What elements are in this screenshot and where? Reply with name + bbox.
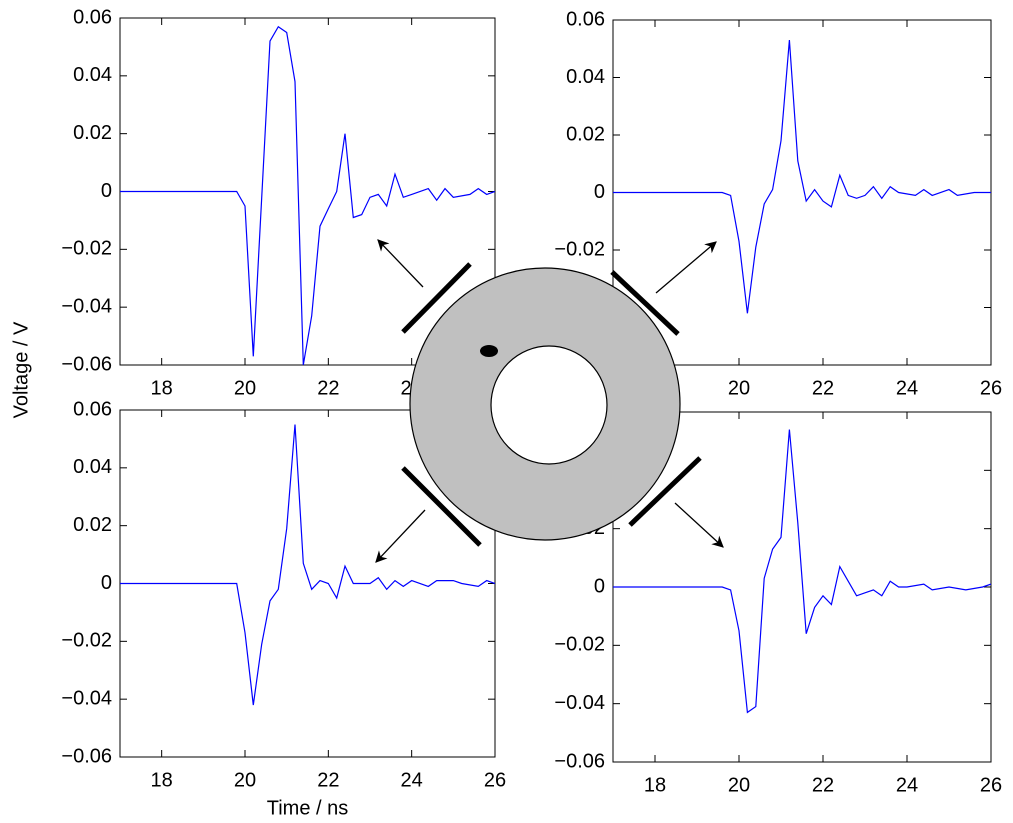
y-tick-label: 0.04 xyxy=(566,66,605,88)
detector xyxy=(610,270,680,336)
x-tick-label: 22 xyxy=(812,377,834,399)
x-tick-label: 26 xyxy=(484,769,506,791)
line xyxy=(613,40,991,314)
arrows xyxy=(375,239,724,563)
x-tick-label: 18 xyxy=(644,774,666,796)
y-tick-label: 0.04 xyxy=(73,456,112,478)
y-tick-label: −0.04 xyxy=(61,295,112,317)
detector-diagram xyxy=(375,239,724,563)
y-tick-label: 0.06 xyxy=(566,8,605,30)
detector xyxy=(401,466,482,547)
y-tick-label: 0 xyxy=(594,181,605,203)
x-tick-label: 20 xyxy=(234,769,256,791)
arrow xyxy=(375,509,426,563)
arrow xyxy=(674,502,724,548)
source-dot xyxy=(480,345,498,357)
y-tick-label: −0.02 xyxy=(554,238,605,260)
arrow xyxy=(377,239,424,288)
detectors xyxy=(401,262,702,547)
y-tick-label: 0.06 xyxy=(73,6,112,28)
y-tick-label: −0.06 xyxy=(554,750,605,772)
y-tick-label: 0.06 xyxy=(73,398,112,420)
x-tick-label: 20 xyxy=(728,377,750,399)
x-tick-label: 24 xyxy=(896,377,918,399)
line xyxy=(120,424,495,706)
y-tick-label: −0.02 xyxy=(61,238,112,260)
y-tick-label: −0.04 xyxy=(554,692,605,714)
x-tick-label: 26 xyxy=(980,377,1002,399)
x-tick-label: 20 xyxy=(728,774,750,796)
detector xyxy=(401,262,472,334)
y-tick-label: 0.02 xyxy=(566,123,605,145)
x-tick-label: 22 xyxy=(317,769,339,791)
x-tick-label: 24 xyxy=(401,769,423,791)
y-tick-label: −0.02 xyxy=(554,634,605,656)
y-axis-label: Voltage / V xyxy=(10,321,32,418)
line xyxy=(613,429,991,714)
x-tick-label: 18 xyxy=(151,769,173,791)
y-tick-label: 0.02 xyxy=(73,122,112,144)
ring-inner xyxy=(490,345,608,465)
arrow xyxy=(655,241,717,294)
x-tick-label: 20 xyxy=(234,377,256,399)
y-tick-label: −0.06 xyxy=(61,353,112,375)
y-tick-label: −0.04 xyxy=(61,687,112,709)
y-tick-label: −0.06 xyxy=(61,745,112,767)
x-tick-label: 18 xyxy=(151,377,173,399)
line xyxy=(120,25,495,365)
x-tick-label: 22 xyxy=(812,774,834,796)
x-tick-label: 22 xyxy=(317,377,339,399)
y-tick-label: 0.02 xyxy=(73,514,112,536)
y-tick-label: 0.04 xyxy=(73,64,112,86)
y-tick-label: 0 xyxy=(101,180,112,202)
y-tick-label: −0.02 xyxy=(61,630,112,652)
detector xyxy=(628,456,702,527)
x-axis-label: Time / ns xyxy=(267,797,349,819)
x-tick-label: 26 xyxy=(980,774,1002,796)
subplots: −0.06 −0.04 −0.02 0 0.02 0.04 0.06 18 20 22 24 26 Vo… xyxy=(10,6,1002,819)
y-tick-label: 0 xyxy=(101,572,112,594)
y-tick-label: 0 xyxy=(594,575,605,597)
x-tick-label: 24 xyxy=(896,774,918,796)
